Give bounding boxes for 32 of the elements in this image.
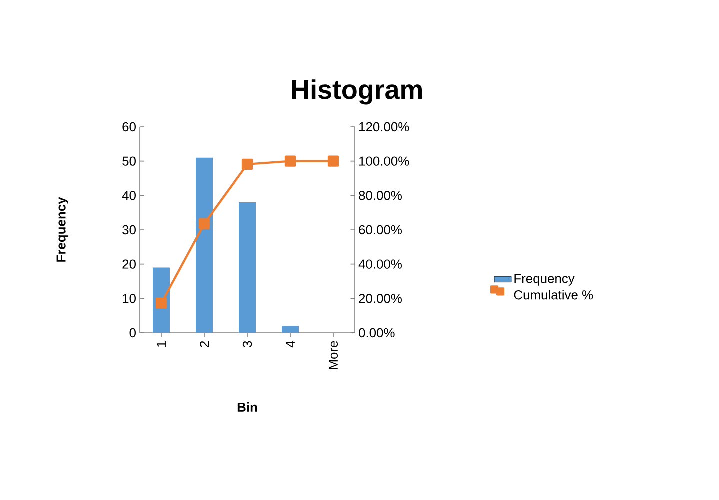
- chart-title: Histogram: [292, 80, 422, 105]
- y-tick-label: 20: [122, 260, 136, 269]
- x-tick-label: 3: [242, 341, 252, 348]
- legend-label: Frequency: [514, 274, 575, 286]
- legend-label: Cumulative %: [514, 290, 594, 300]
- y-tick-label: 10: [123, 294, 136, 304]
- y2-tick-label: 40.00%: [358, 260, 402, 269]
- y-axis-title: Frequency: [56, 197, 68, 262]
- x-tick-label: More: [328, 341, 338, 370]
- y-tick-label: 60: [122, 122, 136, 132]
- bar: [239, 202, 256, 333]
- point: [242, 158, 254, 170]
- y2-tick-label: 20.00%: [359, 294, 402, 304]
- y-tick-label: 0: [130, 328, 136, 338]
- x-axis-title: Bin: [238, 402, 258, 412]
- y2-tick-label: 60.00%: [359, 225, 402, 235]
- y-tick-label: 30: [122, 225, 136, 235]
- y2-tick-label: 0.00%: [359, 328, 395, 338]
- x-tick-label: 1: [157, 341, 166, 347]
- y2-tick-label: 120.00%: [360, 122, 410, 132]
- point: [328, 156, 340, 167]
- bar: [196, 158, 213, 333]
- point: [198, 218, 210, 230]
- y2-tick-label: 80.00%: [359, 191, 402, 200]
- bar: [282, 326, 299, 333]
- y-tick-label: 50: [122, 156, 136, 166]
- point: [156, 298, 168, 309]
- point: [284, 156, 296, 167]
- y-tick-label: 40: [122, 191, 136, 200]
- x-tick-label: 2: [200, 341, 210, 348]
- x-tick-label: 4: [286, 341, 295, 348]
- y2-tick-label: 100.00%: [360, 156, 410, 166]
